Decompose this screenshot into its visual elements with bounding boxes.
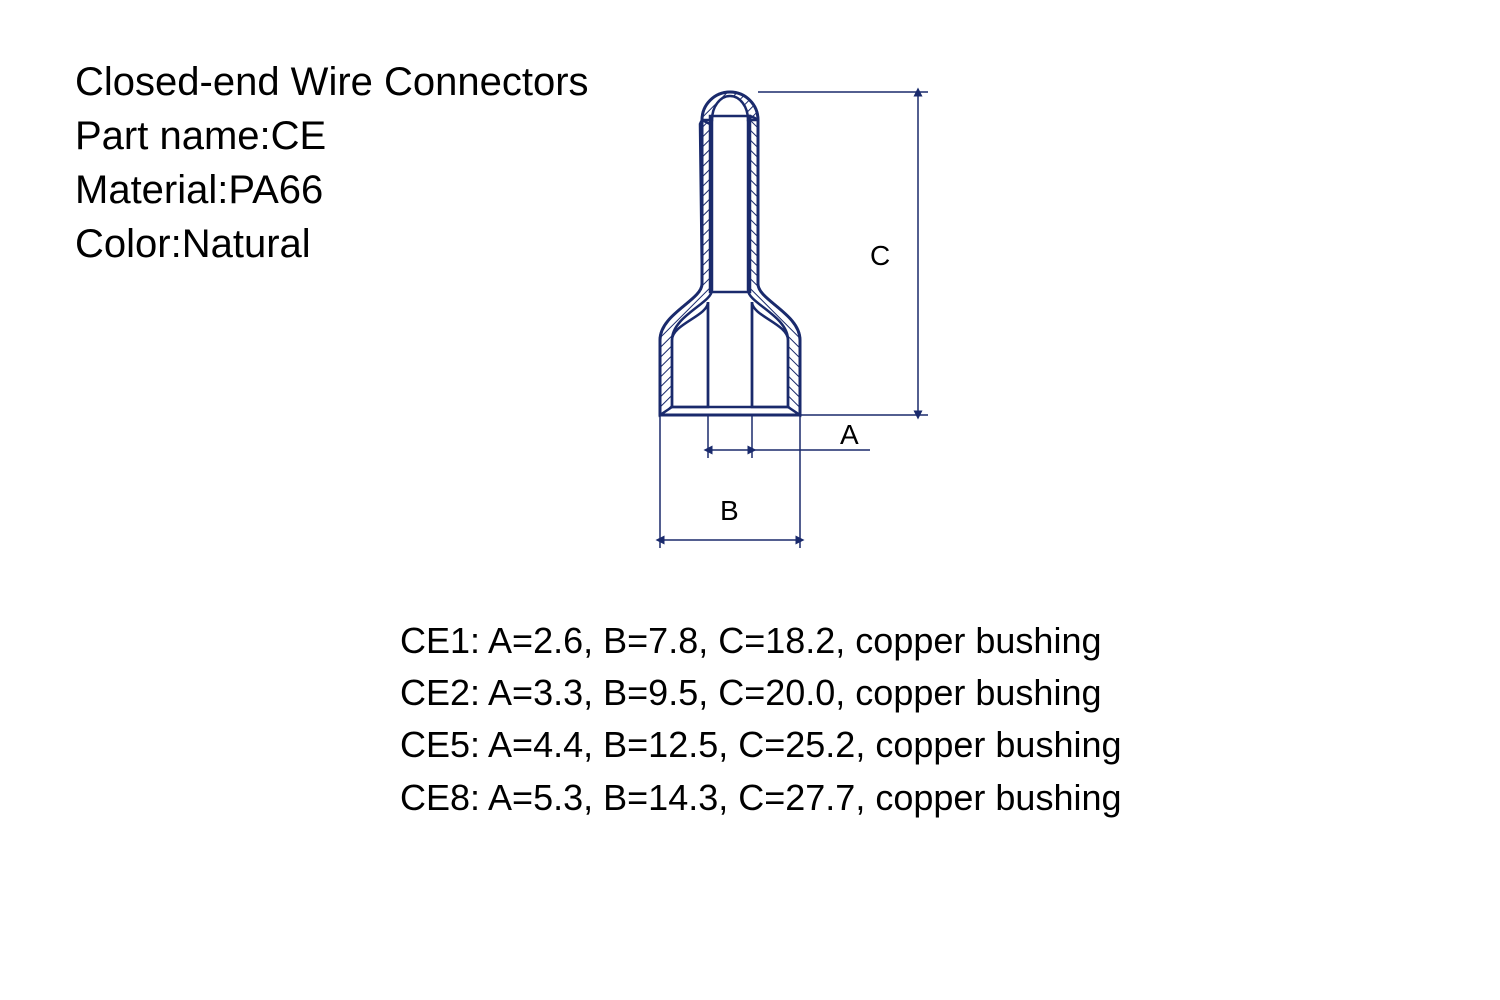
spec-row-ce8: CE8: A=5.3, B=14.3, C=27.7, copper bushi… [400,772,1122,824]
wall-right-hatch [748,116,800,415]
title: Closed-end Wire Connectors [75,55,589,109]
specs-block: CE1: A=2.6, B=7.8, C=18.2, copper bushin… [400,615,1122,824]
material: Material:PA66 [75,163,589,217]
spec-row-ce2: CE2: A=3.3, B=9.5, C=20.0, copper bushin… [400,667,1122,719]
part-name: Part name:CE [75,109,589,163]
color: Color:Natural [75,217,589,271]
wall-left-hatch [660,120,712,415]
inner-bushing [710,116,750,292]
dim-c-label: C [870,240,890,271]
spec-row-ce1: CE1: A=2.6, B=7.8, C=18.2, copper bushin… [400,615,1122,667]
dim-a-label: A [840,419,859,450]
spec-row-ce5: CE5: A=4.4, B=12.5, C=25.2, copper bushi… [400,719,1122,771]
connector-outer-outline [660,92,800,415]
header-block: Closed-end Wire Connectors Part name:CE … [75,55,589,271]
connector-diagram: C A B [640,80,1120,560]
dim-b-label: B [720,495,739,526]
